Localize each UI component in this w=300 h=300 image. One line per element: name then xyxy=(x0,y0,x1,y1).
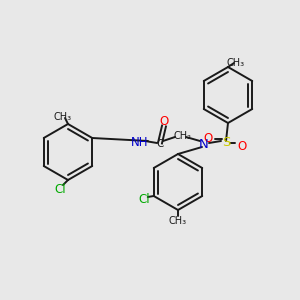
Text: C: C xyxy=(156,139,164,149)
Text: CH₃: CH₃ xyxy=(227,58,245,68)
Text: CH₃: CH₃ xyxy=(54,112,72,122)
Text: S: S xyxy=(222,136,230,149)
Text: O: O xyxy=(203,132,213,145)
Text: Cl: Cl xyxy=(54,183,66,196)
Text: CH₂: CH₂ xyxy=(173,131,191,141)
Text: O: O xyxy=(237,140,247,153)
Text: NH: NH xyxy=(131,136,149,149)
Text: N: N xyxy=(199,138,209,151)
Text: Cl: Cl xyxy=(138,193,150,206)
Text: CH₃: CH₃ xyxy=(169,216,187,226)
Text: O: O xyxy=(159,115,169,128)
